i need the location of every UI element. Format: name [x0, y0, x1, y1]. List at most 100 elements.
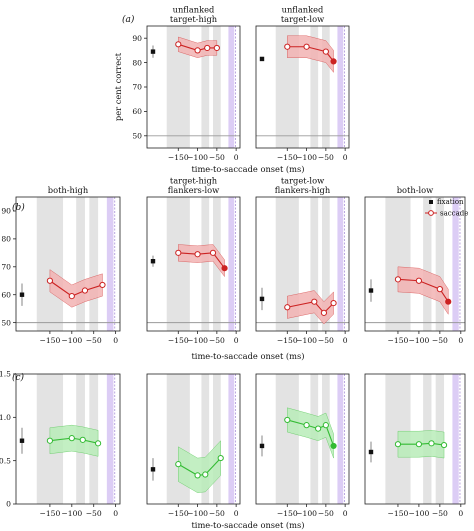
panel-8-axes-frame — [146, 373, 241, 505]
panel-2-x-tick-label: −50 — [318, 153, 334, 162]
panel-7-x-tick-label: −100 — [61, 509, 82, 518]
panel-9-ci-band — [287, 407, 334, 459]
panel-1-gray-band — [201, 26, 210, 148]
panel-1-saccade-band — [228, 26, 235, 148]
panel-1-saccade-point — [213, 44, 220, 52]
panel-1-gray-band — [213, 26, 221, 148]
panel-1-saccade-line — [178, 43, 217, 51]
panel-9-x-tick-label: −50 — [318, 509, 334, 518]
panel-label-c: (c) — [12, 372, 25, 383]
panel-9-saccade-point — [322, 422, 329, 429]
panel-10-saccade-point — [440, 441, 448, 449]
panel-8-saccade-band — [228, 374, 235, 504]
panel-label-b: (b) — [12, 202, 25, 213]
panel-3-gray-band — [76, 197, 85, 331]
panel-4-saccade-band — [228, 197, 235, 331]
panel-3-saccade-band — [106, 197, 114, 331]
panel-7-y-tick-label: 0.5 — [0, 456, 11, 465]
panel-4-gray-band — [166, 197, 190, 331]
panel-5-axes-frame — [255, 196, 350, 332]
panel-1-y-tick-label: 80 — [132, 58, 142, 67]
panel-7-saccade-band — [106, 374, 114, 504]
panel-4-axes-frame — [146, 196, 241, 332]
panel-3-y-tick-label: 50 — [1, 318, 11, 327]
panel-10-x-tick-label: −100 — [408, 509, 429, 518]
panel-2-ci-band — [287, 35, 334, 74]
panel-2-saccade-point — [303, 43, 310, 50]
panel-4-saccade-point — [175, 249, 182, 256]
panel-7-saccade-point — [68, 435, 75, 442]
panel-5-saccade-line — [287, 301, 334, 314]
panel-8-x-tick-label: 0 — [234, 509, 239, 518]
panel-6-gray-band — [385, 197, 411, 331]
panel-4-x-tick-label: −150 — [168, 336, 189, 345]
panel-1-x-tick-label: 0 — [234, 153, 239, 162]
panel-10-fixation-point — [368, 449, 374, 455]
panel-5-gray-band — [322, 197, 330, 331]
panel-2-axes-frame — [255, 25, 350, 149]
panel-9-x-tick-label: 0 — [343, 509, 348, 518]
panel-8-saccade-point — [194, 472, 201, 479]
panel-2-saccade-point — [330, 58, 337, 65]
panel-4-gray-band — [201, 197, 210, 331]
panel-2-title: unflanked — [282, 5, 324, 15]
panel-9-gray-band — [275, 374, 299, 504]
panel-5-saccade-point — [330, 299, 337, 307]
panel-8-gray-band — [201, 374, 210, 504]
panel-7-ci-band — [49, 424, 99, 457]
panel-1-fixation-point — [150, 49, 156, 54]
panel-3-saccade-point — [81, 287, 89, 294]
panel-5-title: flankers-high — [275, 185, 331, 195]
panel-8-ci-band — [178, 440, 221, 493]
panel-7-y-tick-label: 1.0 — [0, 413, 11, 422]
panel-1-saccade-point — [204, 44, 211, 52]
panel-3-saccade-line — [49, 280, 103, 297]
panel-5-fixation-point — [259, 296, 265, 302]
panel-2-saccade-point — [322, 48, 329, 55]
panel-2-saccade-line — [287, 46, 335, 62]
panel-3-x-tick-label: 0 — [113, 336, 118, 345]
panel-7-axes-frame — [15, 373, 121, 505]
row-b-x-axis-label: time-to-saccade onset (ms) — [191, 351, 304, 361]
panel-9-fixation-point — [259, 443, 265, 449]
panel-2-x-tick-label: −150 — [277, 153, 298, 162]
panel-8-gray-band — [213, 374, 221, 504]
panel-4-saccade-point — [209, 249, 217, 256]
panel-6-gray-band — [435, 197, 445, 331]
panel-5-x-tick-label: −50 — [318, 336, 334, 345]
panel-5-x-tick-label: 0 — [343, 336, 348, 345]
panel-7-y-tick-label: 0 — [6, 500, 11, 509]
panel-1-gray-band — [166, 26, 190, 148]
panel-8-saccade-point — [202, 471, 209, 478]
panel-6-saccade-line — [397, 278, 449, 302]
panel-label-a: (a) — [122, 14, 135, 25]
panel-8-saccade-point — [175, 461, 182, 468]
panel-5-x-tick-label: −150 — [277, 336, 298, 345]
panel-9-saccade-band — [337, 374, 344, 504]
panel-10-x-tick-label: 0 — [458, 509, 463, 518]
panel-2-saccade-band — [337, 26, 344, 148]
panel-1-y-tick-label: 70 — [132, 83, 142, 92]
panel-4-title: flankers-low — [168, 185, 220, 195]
row-a-x-axis-label: time-to-saccade onset (ms) — [191, 164, 304, 174]
panel-7-x-tick-label: −50 — [86, 509, 102, 518]
panel-9-gray-band — [322, 374, 330, 504]
panel-1-title: target-high — [170, 14, 218, 24]
panel-2-gray-band — [310, 26, 319, 148]
panel-10-saccade-line — [397, 442, 445, 446]
panel-4-saccade-point — [194, 251, 201, 258]
panel-1-y-axis-label: per cent correct — [113, 52, 123, 121]
panel-8-x-tick-label: −100 — [187, 509, 208, 518]
panel-7-saccade-point — [46, 437, 54, 444]
panel-8-fixation-point — [150, 467, 156, 472]
panel-3-gray-band — [36, 197, 64, 331]
panel-5-title: target-low — [281, 176, 324, 186]
panel-3-y-tick-label: 80 — [1, 235, 11, 244]
panel-10-x-tick-label: −50 — [432, 509, 448, 518]
panel-3-gray-band — [89, 197, 99, 331]
panel-10-saccade-point — [428, 440, 435, 447]
panel-3-x-tick-label: −100 — [61, 336, 82, 345]
panel-6-axes-frame — [364, 196, 466, 332]
panel-6-x-tick-label: −150 — [388, 336, 409, 345]
